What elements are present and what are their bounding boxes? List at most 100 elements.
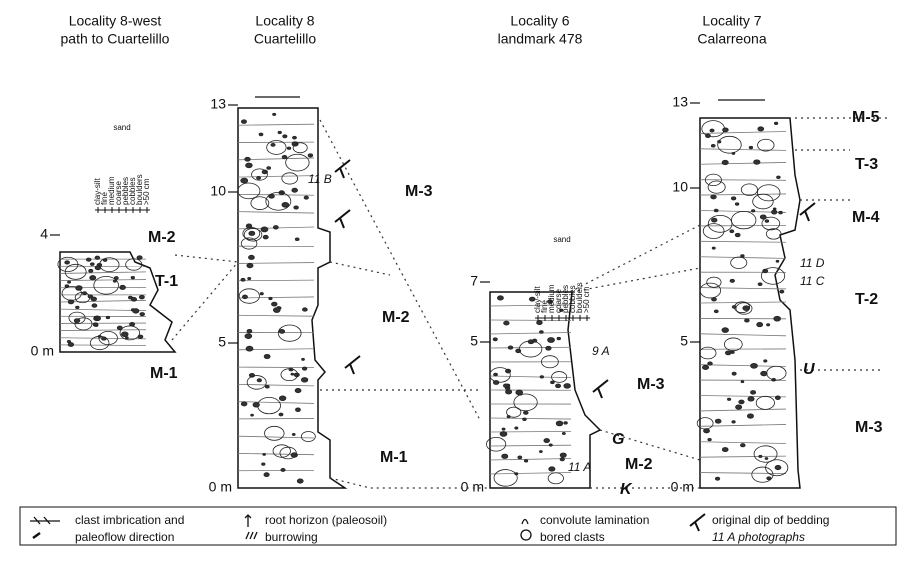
clast (508, 346, 513, 349)
scale-label: 4 (40, 226, 48, 242)
clast (711, 218, 717, 222)
clast (494, 373, 498, 376)
clast (301, 377, 307, 382)
clast (76, 286, 83, 291)
clast (128, 296, 132, 299)
clast (282, 155, 287, 158)
clast (273, 113, 276, 115)
clast (537, 321, 543, 325)
clast (241, 402, 247, 406)
clast (245, 334, 252, 339)
clast (137, 256, 142, 260)
clast (524, 460, 527, 462)
clast (708, 362, 713, 365)
clast (757, 322, 763, 326)
clast (302, 367, 307, 370)
clast (723, 128, 729, 132)
clast (732, 372, 736, 375)
clast (774, 122, 777, 124)
clast (556, 421, 563, 426)
clast (767, 324, 770, 326)
clast (722, 447, 728, 451)
clast (767, 477, 771, 480)
clast (747, 414, 753, 418)
unit-label: M-2 (148, 229, 176, 246)
clast (712, 298, 717, 302)
clast (292, 136, 296, 139)
clast (749, 146, 753, 149)
clast (279, 396, 286, 401)
clast (497, 296, 503, 300)
clast (533, 339, 537, 342)
grain-class: >50 cm (582, 286, 591, 313)
clast (246, 163, 253, 168)
clast (539, 331, 543, 334)
clast (93, 323, 98, 327)
clast (732, 306, 736, 309)
photo-label: 11 C (800, 274, 825, 288)
clast (715, 419, 721, 423)
clast (712, 247, 715, 249)
clast (562, 432, 565, 434)
scale-label: 5 (680, 333, 688, 349)
clast (503, 384, 508, 388)
clast (711, 144, 715, 147)
clast (764, 360, 767, 362)
legend-text: clast imbrication and (75, 513, 184, 527)
scale-label: 13 (672, 94, 688, 110)
clast (120, 285, 126, 289)
column-title: Calarreona (697, 31, 766, 47)
clast (564, 422, 568, 425)
clast (748, 397, 754, 401)
clast (560, 453, 566, 457)
clast (278, 131, 281, 133)
clast (500, 432, 507, 437)
clast (241, 278, 245, 281)
clast (745, 319, 750, 322)
photo-label: 9 A (592, 344, 610, 358)
clast (263, 453, 266, 455)
unit-label: M-2 (382, 309, 410, 326)
unit-label: M-3 (637, 376, 665, 393)
clast (262, 463, 265, 465)
legend-text: root horizon (paleosoil) (265, 513, 387, 527)
photo-label: 11 D (800, 256, 825, 270)
clast (89, 269, 93, 272)
clast (125, 337, 128, 339)
unit-label: T-2 (855, 291, 878, 308)
column-title: Locality 8-west (69, 13, 162, 29)
clast (121, 332, 128, 337)
clast (279, 413, 283, 416)
photo-label: 11 A (568, 460, 591, 474)
clast (68, 343, 74, 347)
clast (264, 473, 269, 477)
clast (289, 368, 293, 371)
clast (714, 209, 718, 212)
clast (282, 202, 289, 207)
scale-label: 0 m (671, 479, 694, 495)
clast (91, 297, 97, 301)
bed-line (700, 225, 786, 226)
clast (86, 258, 91, 261)
clast (771, 210, 776, 214)
clast (740, 444, 745, 447)
legend-text: 11 A photographs (712, 530, 805, 544)
clast (74, 319, 80, 323)
clast (774, 316, 781, 321)
clast (779, 211, 783, 214)
clast (502, 428, 505, 430)
clast (68, 281, 71, 283)
clast (271, 302, 277, 306)
clast (735, 203, 739, 206)
clast (294, 206, 299, 209)
unit-label: M-3 (405, 183, 433, 200)
scale-label: 10 (210, 183, 226, 199)
clast (114, 276, 118, 279)
figure: Locality 8-west path to Cuartelillo Loca… (0, 0, 916, 571)
clast (765, 458, 768, 460)
clast (516, 390, 523, 395)
legend-text: original dip of bedding (712, 513, 829, 527)
clast (292, 433, 295, 435)
clast (106, 316, 110, 319)
clast (736, 405, 742, 409)
